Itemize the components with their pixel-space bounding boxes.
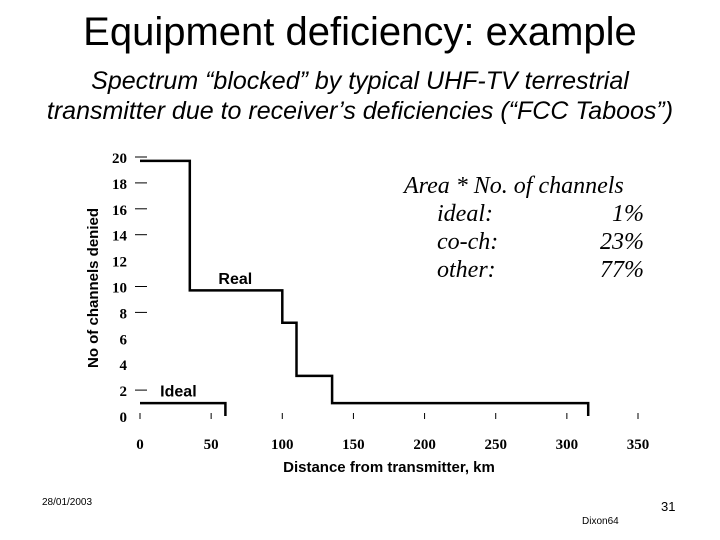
area-row-value: 77%: [600, 257, 644, 283]
area-row-co-ch: co-ch: 23%: [404, 228, 674, 256]
y-tick-label: 18: [112, 177, 127, 193]
area-row-ideal: ideal: 1%: [404, 200, 674, 228]
x-tick-label: 50: [204, 437, 219, 453]
area-note: Area * No. of channels ideal: 1% co-ch: …: [404, 172, 674, 284]
area-row-value: 1%: [612, 201, 644, 227]
y-tick-label: 2: [120, 384, 128, 400]
series-label-ideal: Ideal: [160, 384, 196, 401]
y-axis-label: No of channels denied: [85, 208, 102, 368]
x-tick-label: 150: [342, 437, 365, 453]
series-line-ideal: [140, 401, 227, 416]
y-tick-label: 4: [120, 358, 128, 374]
slide-author: Dixon64: [582, 516, 619, 527]
slide-title: Equipment deficiency: example: [83, 10, 637, 54]
series-line-real: [140, 159, 590, 416]
y-tick-label: 14: [112, 229, 128, 245]
y-tick-label: 16: [112, 203, 128, 219]
slide-date: 28/01/2003: [42, 497, 93, 508]
x-tick-label: 0: [136, 437, 144, 453]
x-tick-label: 250: [484, 437, 507, 453]
x-tick-label: 100: [271, 437, 294, 453]
area-row-label: co-ch:: [437, 229, 499, 255]
slide-page-number: 31: [661, 499, 676, 514]
y-tick-label: 6: [120, 332, 128, 348]
area-row-label: ideal:: [437, 201, 493, 227]
x-tick-label: 200: [413, 437, 436, 453]
y-tick-label: 12: [112, 255, 127, 271]
area-row-value: 23%: [600, 229, 644, 255]
x-axis-label: Distance from transmitter, km: [283, 459, 495, 476]
y-tick-label: 10: [112, 281, 127, 297]
area-row-other: other: 77%: [404, 256, 674, 284]
x-tick-label: 300: [556, 437, 579, 453]
series-label-real: Real: [218, 271, 252, 288]
area-row-label: other:: [437, 257, 496, 283]
area-note-title: Area * No. of channels: [404, 173, 624, 199]
slide-subtitle: Spectrum “blocked” by typical UHF-TV ter…: [46, 67, 674, 125]
y-tick-label: 0: [120, 410, 128, 426]
x-tick-label: 350: [627, 437, 650, 453]
y-tick-label: 20: [112, 151, 127, 167]
y-tick-label: 8: [120, 306, 128, 322]
